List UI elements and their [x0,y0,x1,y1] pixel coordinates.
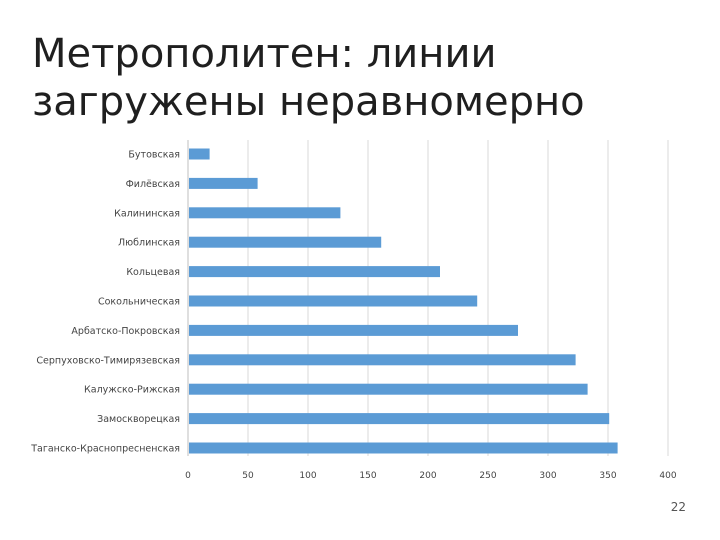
bar [189,442,618,454]
bar [189,177,258,189]
x-tick-label: 0 [185,471,191,481]
bar [189,413,610,425]
bars [189,148,618,454]
x-axis-ticks: 0 50 100 150 200 250 300 350 400 [185,471,677,481]
x-tick-label: 300 [539,471,556,481]
bar [189,324,518,336]
category-label: Сокольническая [98,297,180,308]
x-tick-label: 150 [359,471,376,481]
bar [189,207,341,219]
category-label: Серпуховско-Тимирязевская [36,355,180,366]
category-label: Бутовская [128,150,180,161]
x-tick-label: 400 [659,471,676,481]
x-tick-label: 350 [599,471,616,481]
category-label: Таганско-Краснопресненская [30,444,180,455]
category-labels: Бутовская Филёвская Калининская Люблинская К… [30,150,180,455]
category-label: Кольцевая [126,267,180,278]
category-label: Замоскворецкая [97,414,180,425]
category-label: Калужско-Рижская [84,385,180,396]
page-number: 22 [670,500,686,514]
bar [189,383,588,395]
bar [189,295,478,307]
bar [189,148,210,160]
category-label: Калининская [114,208,180,219]
slide-title: Метрополитен: линии загружены неравномер… [32,31,585,125]
x-tick-label: 100 [299,471,316,481]
bar [189,354,576,366]
bar [189,266,440,278]
category-label: Филёвская [126,179,180,190]
x-tick-label: 250 [479,471,496,481]
x-tick-label: 200 [419,471,436,481]
x-tick-label: 50 [242,471,254,481]
category-label: Люблинская [118,238,180,249]
category-label: Арбатско-Покровская [71,326,180,337]
bar [189,236,382,248]
